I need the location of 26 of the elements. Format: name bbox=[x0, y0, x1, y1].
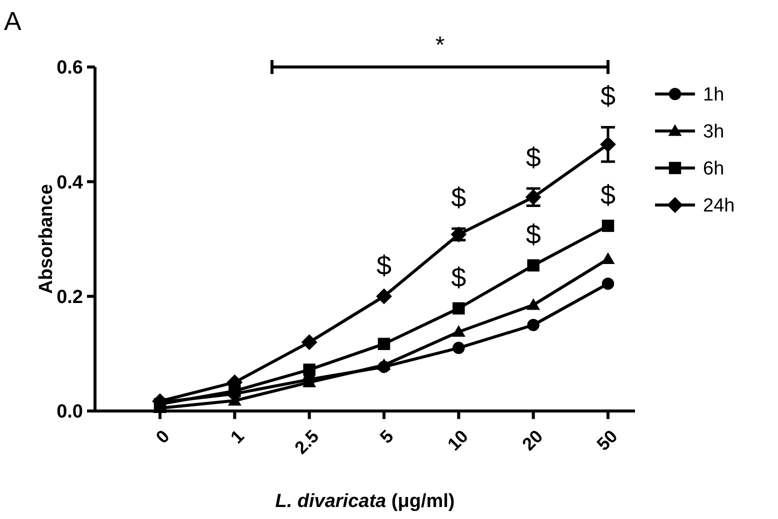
annotation: $ bbox=[526, 142, 541, 173]
legend-label: 24h bbox=[703, 196, 735, 217]
annotation: $ bbox=[451, 262, 466, 292]
x-tick-label: 20 bbox=[518, 426, 547, 454]
y-tick-label: 0.6 bbox=[56, 58, 83, 79]
annotation: $ bbox=[600, 180, 616, 210]
annotation: $ bbox=[451, 182, 466, 213]
annotation: $ bbox=[526, 219, 541, 250]
x-tick-label: 0 bbox=[152, 426, 174, 448]
x-tick-label: 2.5 bbox=[290, 426, 323, 458]
legend-label: 6h bbox=[703, 158, 724, 180]
x-tick-label: 1 bbox=[226, 426, 248, 448]
annotation: $ bbox=[376, 250, 392, 280]
text: A bbox=[4, 6, 22, 36]
text: * bbox=[435, 32, 445, 59]
x-tick-label: 10 bbox=[444, 426, 472, 454]
y-axis-title: Absorbance bbox=[36, 184, 57, 294]
x-tick-label: 50 bbox=[592, 426, 622, 454]
legend-label: 1h bbox=[703, 84, 724, 106]
y-tick-label: 0.0 bbox=[56, 402, 83, 423]
y-tick-label: 0.4 bbox=[56, 172, 84, 194]
x-axis-title: L. divaricata (μg/ml) bbox=[275, 491, 455, 512]
y-tick-label: 0.2 bbox=[56, 286, 83, 308]
legend-label: 3h bbox=[703, 122, 724, 143]
annotation: $ bbox=[600, 81, 616, 112]
x-tick-label: 5 bbox=[376, 426, 398, 448]
